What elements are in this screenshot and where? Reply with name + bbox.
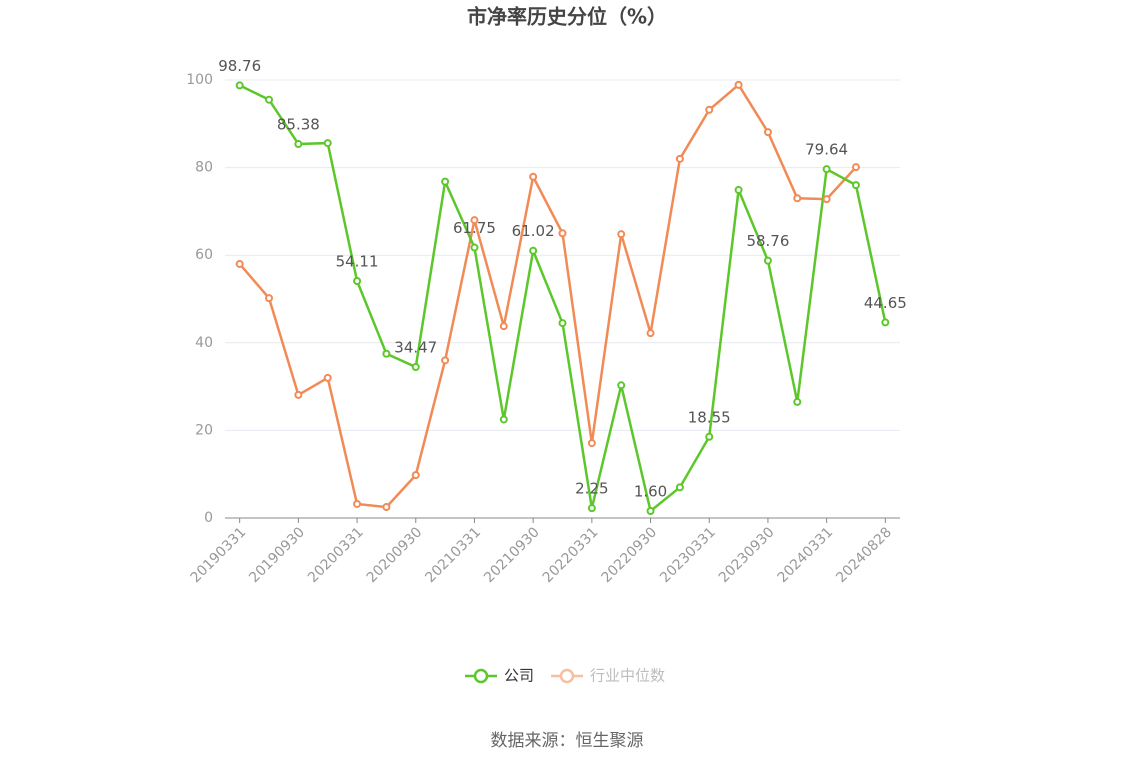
- point-marker: [851, 181, 860, 190]
- point-marker: [822, 165, 831, 174]
- data-label: 85.38: [277, 116, 320, 134]
- y-tick-label: 80: [195, 160, 213, 176]
- point-marker: [529, 172, 538, 181]
- data-label: 54.11: [336, 252, 379, 270]
- y-tick-label: 20: [195, 422, 213, 438]
- point-marker: [558, 229, 567, 238]
- point-marker: [499, 415, 508, 424]
- point-marker: [235, 259, 244, 268]
- point-marker: [235, 81, 244, 90]
- point-marker: [441, 356, 450, 365]
- point-marker: [646, 329, 655, 338]
- legend-swatch-marker: [559, 668, 575, 684]
- point-marker: [294, 140, 303, 149]
- legend-swatch-marker: [473, 668, 489, 684]
- data-label: 18.55: [688, 408, 731, 426]
- point-marker: [705, 105, 714, 114]
- series-line: [239, 84, 887, 514]
- point-marker: [881, 318, 890, 327]
- x-tick-label: 20190331: [188, 524, 250, 586]
- point-marker: [822, 195, 831, 204]
- point-marker: [763, 128, 772, 137]
- point-marker: [587, 439, 596, 448]
- x-tick-label: 20230930: [716, 524, 778, 586]
- point-marker: [705, 432, 714, 441]
- point-marker: [353, 499, 362, 508]
- y-tick-label: 40: [195, 335, 213, 351]
- point-marker: [587, 504, 596, 513]
- point-marker: [382, 349, 391, 358]
- point-marker: [558, 319, 567, 328]
- data-label: 34.47: [394, 339, 437, 357]
- legend-label: 公司: [504, 667, 534, 685]
- data-label: 98.76: [218, 57, 261, 75]
- point-marker: [265, 294, 274, 303]
- point-marker: [353, 276, 362, 285]
- point-marker: [793, 397, 802, 406]
- x-tick-label: 20220331: [540, 524, 602, 586]
- data-label: 2.25: [575, 480, 608, 498]
- point-marker: [617, 230, 626, 239]
- x-tick-label: 20240331: [775, 524, 837, 586]
- legend-item: 行业中位数: [551, 667, 665, 685]
- point-marker: [851, 163, 860, 172]
- data-label: 61.75: [453, 219, 496, 237]
- x-tick-label: 20240828: [833, 524, 895, 586]
- y-tick-label: 60: [195, 247, 213, 263]
- point-marker: [382, 503, 391, 512]
- data-label: 44.65: [864, 294, 907, 312]
- point-marker: [294, 390, 303, 399]
- point-marker: [763, 256, 772, 265]
- point-marker: [411, 363, 420, 372]
- data-label: 1.60: [634, 482, 667, 500]
- point-marker: [617, 381, 626, 390]
- point-marker: [734, 185, 743, 194]
- point-marker: [411, 471, 420, 480]
- legend-item: 公司: [465, 667, 534, 685]
- point-marker: [529, 246, 538, 255]
- point-marker: [470, 243, 479, 252]
- data-label: 58.76: [746, 232, 789, 250]
- point-marker: [675, 483, 684, 492]
- x-tick-label: 20230331: [657, 524, 719, 586]
- point-marker: [323, 139, 332, 148]
- x-tick-label: 20200331: [305, 524, 367, 586]
- data-label: 79.64: [805, 141, 848, 159]
- x-tick-label: 20200930: [364, 524, 426, 586]
- point-marker: [441, 177, 450, 186]
- source-note: 数据来源：恒生聚源: [491, 731, 644, 751]
- x-tick-label: 20220930: [598, 524, 660, 586]
- chart-title: 市净率历史分位（%）: [467, 5, 667, 29]
- point-marker: [323, 373, 332, 382]
- point-marker: [793, 194, 802, 203]
- y-tick-label: 0: [204, 510, 213, 526]
- point-marker: [646, 506, 655, 515]
- point-marker: [265, 95, 274, 104]
- series-line: [238, 82, 857, 509]
- data-label: 61.02: [512, 222, 555, 240]
- legend-label: 行业中位数: [590, 667, 665, 685]
- point-marker: [675, 154, 684, 163]
- x-tick-label: 20190930: [246, 524, 308, 586]
- x-tick-label: 20210930: [481, 524, 543, 586]
- point-marker: [734, 80, 743, 89]
- point-marker: [499, 322, 508, 331]
- x-tick-label: 20210331: [422, 524, 484, 586]
- point-marker: [470, 216, 479, 225]
- y-tick-label: 100: [186, 72, 213, 88]
